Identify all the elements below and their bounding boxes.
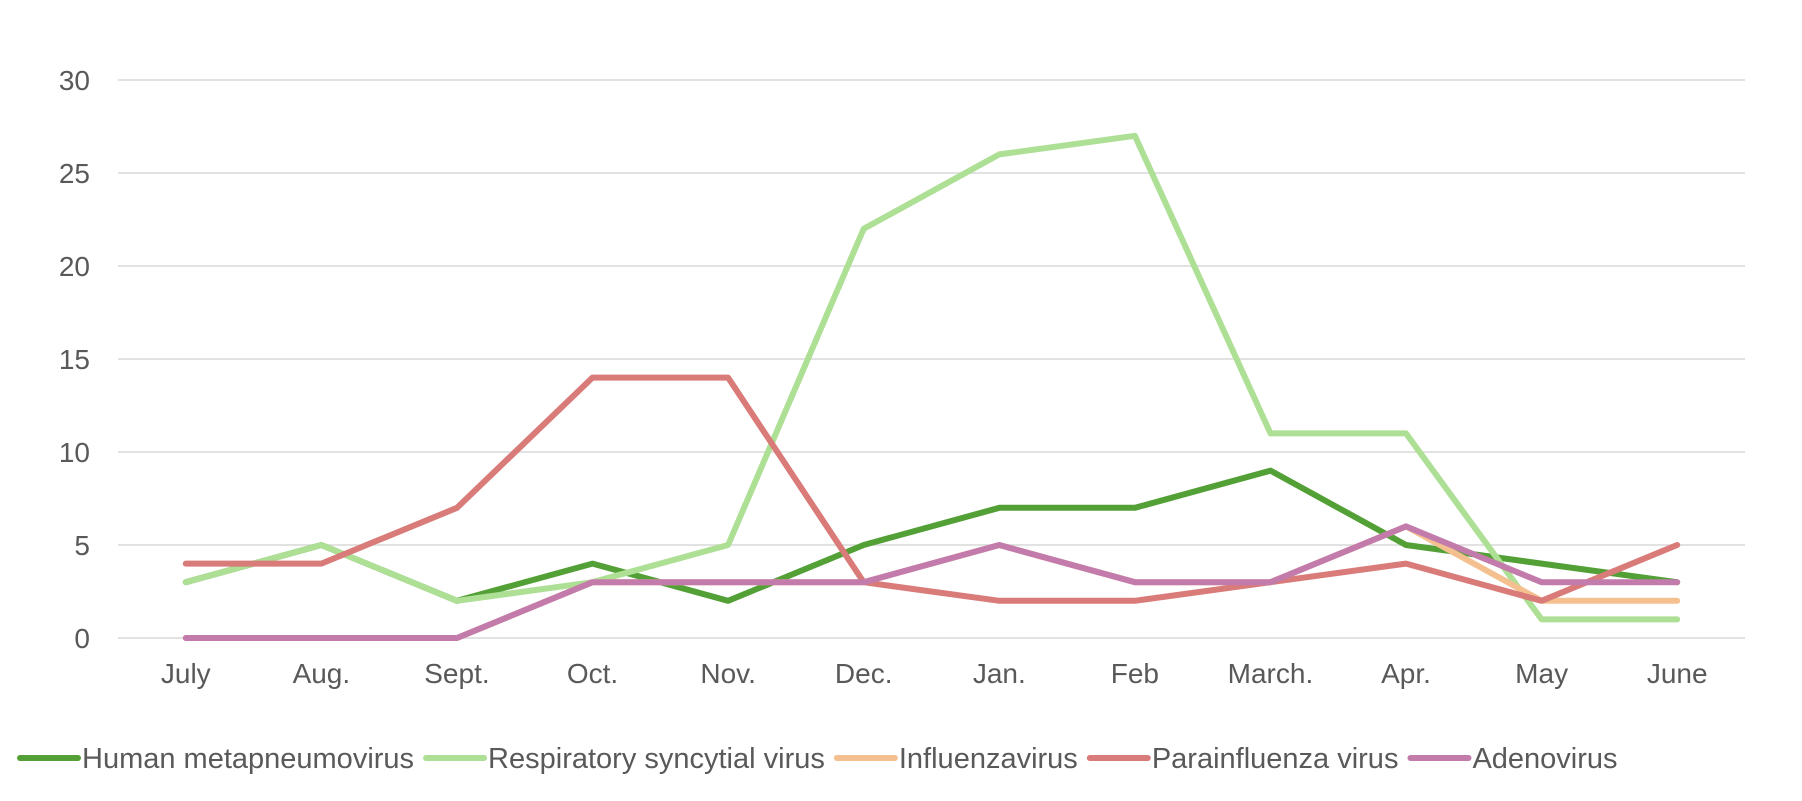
- series-lines: [182, 132, 1681, 641]
- y-tick-label: 0: [74, 623, 90, 654]
- y-tick-label: 20: [59, 251, 90, 282]
- y-tick-label: 25: [59, 158, 90, 189]
- x-tick-label: Sept.: [424, 658, 489, 689]
- y-tick-label: 30: [59, 65, 90, 96]
- x-tick-label: Feb: [1111, 658, 1159, 689]
- x-tick-label: March.: [1228, 658, 1314, 689]
- y-tick-label: 10: [59, 437, 90, 468]
- x-tick-label: July: [161, 658, 211, 689]
- legend-label: Influenzavirus: [899, 743, 1078, 775]
- x-tick-label: Jan.: [973, 658, 1026, 689]
- series-line-parainfluenza-virus: [182, 374, 1681, 604]
- legend-label: Parainfluenza virus: [1152, 743, 1399, 775]
- x-tick-label: Aug.: [293, 658, 351, 689]
- x-tick-label: Nov.: [700, 658, 756, 689]
- legend-item-adenovirus: Adenovirus: [1407, 743, 1618, 775]
- gridlines: [118, 79, 1745, 639]
- y-tick-label: 15: [59, 344, 90, 375]
- x-tick-label: Oct.: [567, 658, 618, 689]
- y-axis-ticks: 0 5 10 15 20 25 30: [59, 65, 90, 654]
- legend-item-parainfluenza-virus: Parainfluenza virus: [1086, 743, 1399, 775]
- x-tick-label: Apr.: [1381, 658, 1431, 689]
- series-line-respiratory-syncytial-virus: [182, 132, 1681, 623]
- legend-label: Adenovirus: [1472, 743, 1617, 775]
- series-line-adenovirus: [182, 523, 1681, 641]
- x-tick-label: June: [1647, 658, 1708, 689]
- legend-label: Respiratory syncytial virus: [488, 743, 825, 775]
- legend: Human metapneumovirus Respiratory syncyti…: [17, 743, 1618, 775]
- legend-item-influenzavirus: Influenzavirus: [833, 743, 1078, 775]
- y-tick-label: 5: [74, 530, 90, 561]
- legend-item-human-metapneumovirus: Human metapneumovirus: [17, 743, 414, 775]
- x-tick-label: Dec.: [835, 658, 893, 689]
- legend-label: Human metapneumovirus: [82, 743, 414, 775]
- x-tick-label: May: [1515, 658, 1568, 689]
- x-axis-ticks: July Aug. Sept. Oct. Nov. Dec. Jan. Feb March. Ap…: [161, 658, 1708, 689]
- legend-item-respiratory-syncytial-virus: Respiratory syncytial virus: [423, 743, 825, 775]
